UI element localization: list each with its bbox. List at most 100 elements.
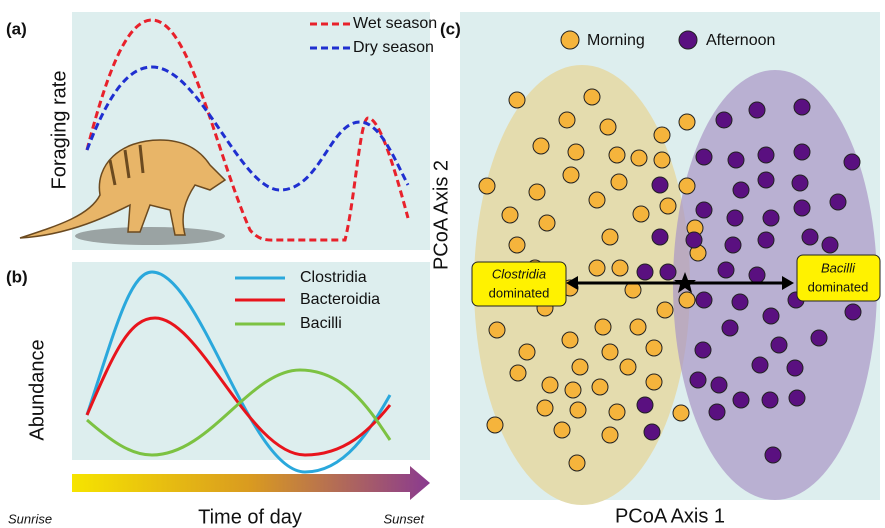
afternoon-point	[843, 153, 861, 171]
afternoon-point	[636, 396, 654, 414]
morning-point	[571, 358, 589, 376]
x-axis-label: PCoA Axis 1	[615, 505, 725, 527]
afternoon-point	[788, 389, 806, 407]
morning-point	[594, 318, 612, 336]
legend-label: Wet season	[353, 15, 437, 32]
panel-label: (c)	[440, 19, 461, 38]
morning-point	[558, 111, 576, 129]
afternoon-point	[829, 193, 847, 211]
afternoon-point	[810, 329, 828, 347]
morning-point	[653, 126, 671, 144]
morning-point	[611, 259, 629, 277]
morning-point	[619, 358, 637, 376]
y-axis-label: PCoA Axis 2	[430, 160, 452, 270]
afternoon-point	[801, 228, 819, 246]
morning-point	[553, 421, 571, 439]
annotation: Bacilli	[821, 260, 856, 275]
morning-point	[569, 401, 587, 419]
afternoon-point	[731, 293, 749, 311]
afternoon-point	[786, 359, 804, 377]
afternoon-point	[710, 376, 728, 394]
legend-swatch	[678, 30, 698, 50]
afternoon-point	[695, 148, 713, 166]
afternoon-point	[762, 209, 780, 227]
afternoon-point	[793, 98, 811, 116]
bacilli-curve	[86, 368, 392, 457]
panel-label: (a)	[6, 19, 27, 38]
morning-point	[588, 259, 606, 277]
y-axis-label: Foraging rate	[48, 71, 70, 190]
morning-point	[601, 228, 619, 246]
morning-point	[567, 143, 585, 161]
morning-point	[508, 236, 526, 254]
afternoon-point	[844, 303, 862, 321]
morning-point	[678, 177, 696, 195]
morning-point	[536, 399, 554, 417]
afternoon-point	[724, 236, 742, 254]
afternoon-point	[727, 151, 745, 169]
morning-point	[564, 381, 582, 399]
points	[478, 88, 862, 472]
morning-point	[518, 343, 536, 361]
morning-ellipse	[474, 65, 690, 505]
afternoon-point	[695, 201, 713, 219]
afternoon-point	[651, 176, 669, 194]
morning-point	[562, 166, 580, 184]
afternoon-point	[757, 146, 775, 164]
annotation-box	[471, 261, 567, 307]
afternoon-point	[694, 341, 712, 359]
afternoon-point	[643, 423, 661, 441]
afternoon-point	[732, 181, 750, 199]
morning-point	[538, 214, 556, 232]
morning-point	[501, 206, 519, 224]
morning-point	[591, 378, 609, 396]
afternoon-point	[708, 403, 726, 421]
time-arrow	[72, 466, 430, 500]
morning-point	[588, 191, 606, 209]
morning-point	[653, 151, 671, 169]
morning-point	[568, 454, 586, 472]
afternoon-point	[726, 209, 744, 227]
afternoon-point	[685, 231, 703, 249]
afternoon-point	[757, 231, 775, 249]
annotation: dominated	[489, 285, 550, 300]
morning-point	[656, 301, 674, 319]
afternoon-point	[793, 143, 811, 161]
morning-point	[509, 364, 527, 382]
legend-label: Bacilli	[300, 315, 342, 332]
annotation: Clostridia	[492, 266, 546, 281]
morning-point	[645, 339, 663, 357]
morning-point	[678, 113, 696, 131]
afternoon-point	[762, 307, 780, 325]
panel-label: (b)	[6, 267, 28, 286]
afternoon-point	[715, 111, 733, 129]
dry-season-curve	[85, 65, 410, 192]
annotation-box	[796, 254, 881, 302]
afternoon-point	[721, 319, 739, 337]
morning-point	[608, 403, 626, 421]
x-end-label: Sunset	[384, 511, 426, 526]
morning-point	[486, 416, 504, 434]
morning-point	[610, 173, 628, 191]
morning-point	[541, 376, 559, 394]
x-start-label: Sunrise	[8, 511, 52, 526]
morning-point	[659, 197, 677, 215]
afternoon-point	[748, 266, 766, 284]
morning-point	[583, 88, 601, 106]
morning-point	[478, 177, 496, 195]
bacteroidia-curve	[85, 316, 392, 457]
afternoon-point	[751, 356, 769, 374]
morning-point	[508, 91, 526, 109]
legend-label: Afternoon	[706, 32, 775, 49]
annotation: dominated	[808, 279, 869, 294]
wet-season-curve	[85, 18, 410, 242]
morning-point	[630, 149, 648, 167]
afternoon-point	[659, 263, 677, 281]
x-axis-label: Time of day	[198, 506, 302, 528]
afternoon-point	[793, 199, 811, 217]
afternoon-point	[717, 261, 735, 279]
morning-point	[532, 137, 550, 155]
legend-label: Dry season	[353, 39, 434, 56]
morning-point	[601, 343, 619, 361]
